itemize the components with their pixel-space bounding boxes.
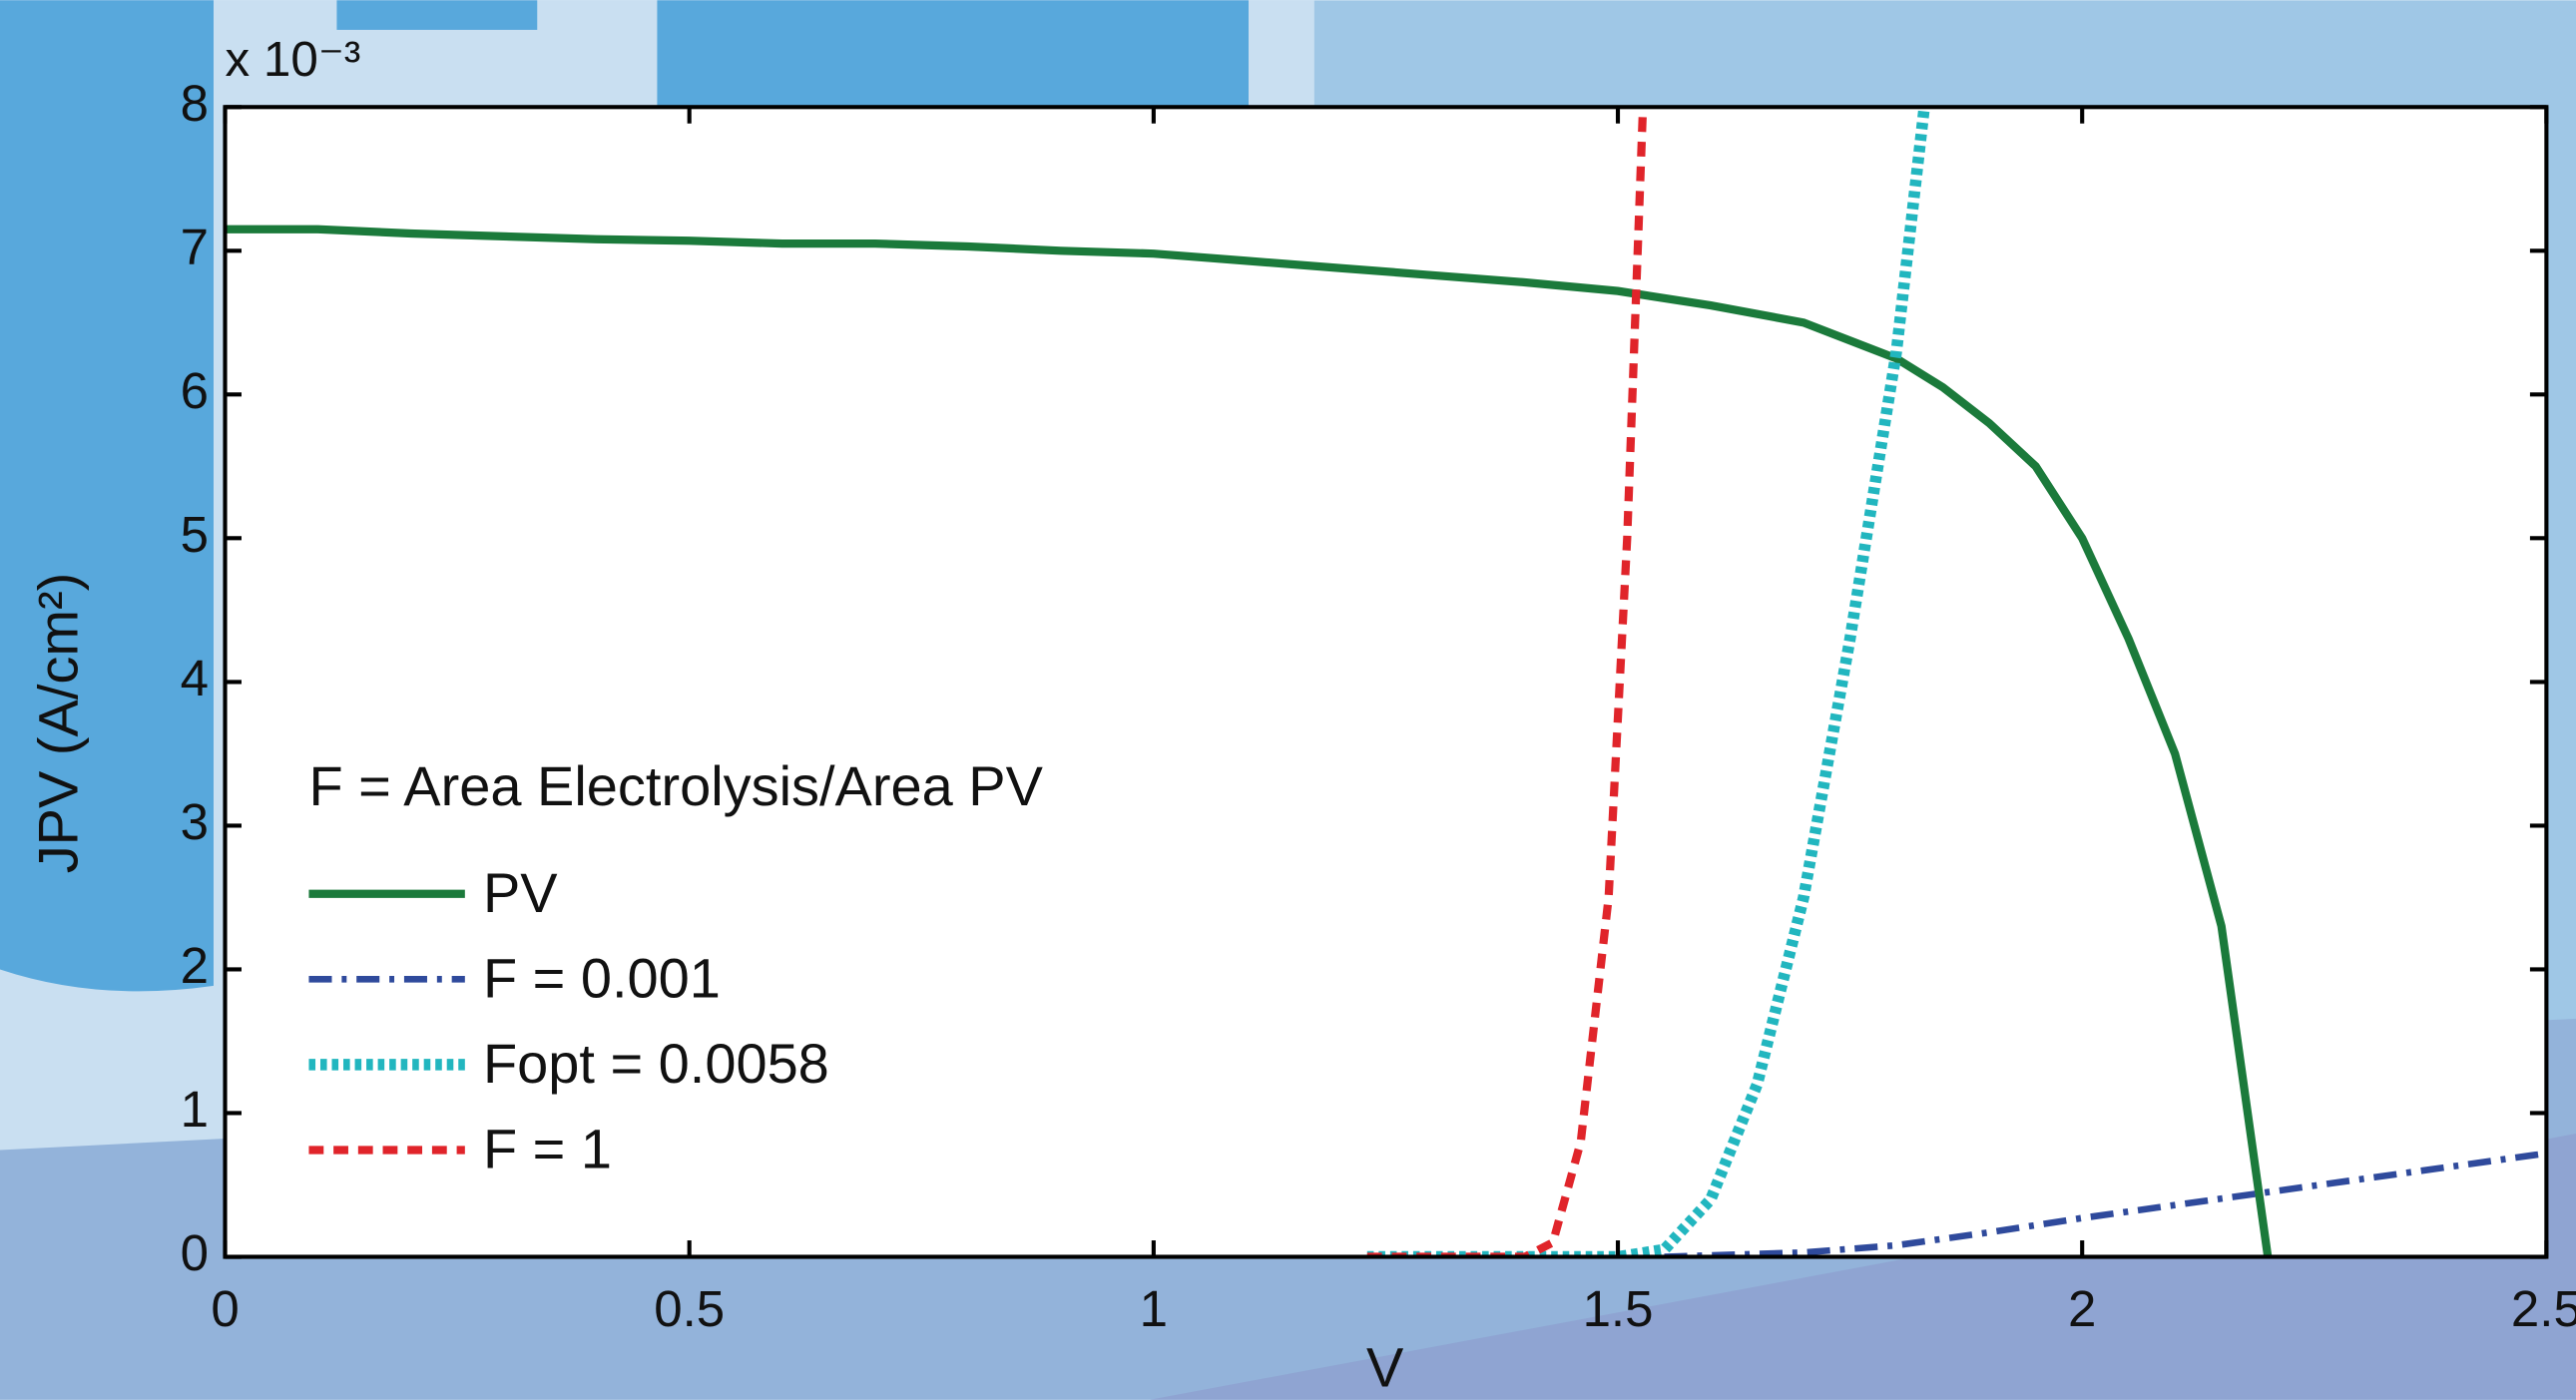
x-tick-label: 2.5 [2511, 1280, 2576, 1337]
plot-area [225, 107, 2547, 1257]
y-tick-label: 5 [181, 506, 209, 563]
background-shape [0, 0, 214, 992]
legend-title: F = Area Electrolysis/Area PV [308, 754, 1043, 817]
y-tick-label: 4 [181, 650, 209, 706]
series-line [1664, 1150, 2547, 1257]
x-tick-label: 0 [211, 1280, 239, 1337]
y-tick-label: 7 [181, 219, 209, 275]
x-tick-label: 0.5 [654, 1280, 725, 1337]
plot [225, 107, 2547, 1257]
legend-label: F = 0.001 [483, 946, 721, 1009]
x-tick-label: 1 [1140, 1280, 1168, 1337]
series-line [1366, 107, 1648, 1257]
series-line [1366, 107, 1930, 1257]
x-tick-label: 2 [2068, 1280, 2096, 1337]
background-shape [336, 0, 538, 30]
legend-label: Fopt = 0.0058 [483, 1032, 829, 1095]
series-line [225, 225, 2273, 1257]
y-tick-label: 8 [181, 75, 209, 132]
background-shape [657, 0, 1249, 108]
y-tick-label: 0 [181, 1224, 209, 1281]
y-axis-label: JPV (A/cm²) [26, 573, 89, 874]
y-tick-label: 6 [181, 362, 209, 419]
x-axis-label: V [1366, 1336, 1404, 1399]
y-tick-label: 1 [181, 1081, 209, 1138]
y-tick-label: 3 [181, 793, 209, 850]
legend-label: PV [483, 861, 558, 924]
y-multiplier: x 10⁻³ [226, 32, 361, 87]
legend-label: F = 1 [483, 1118, 612, 1180]
x-tick-label: 1.5 [1583, 1280, 1654, 1337]
y-tick-label: 2 [181, 937, 209, 994]
